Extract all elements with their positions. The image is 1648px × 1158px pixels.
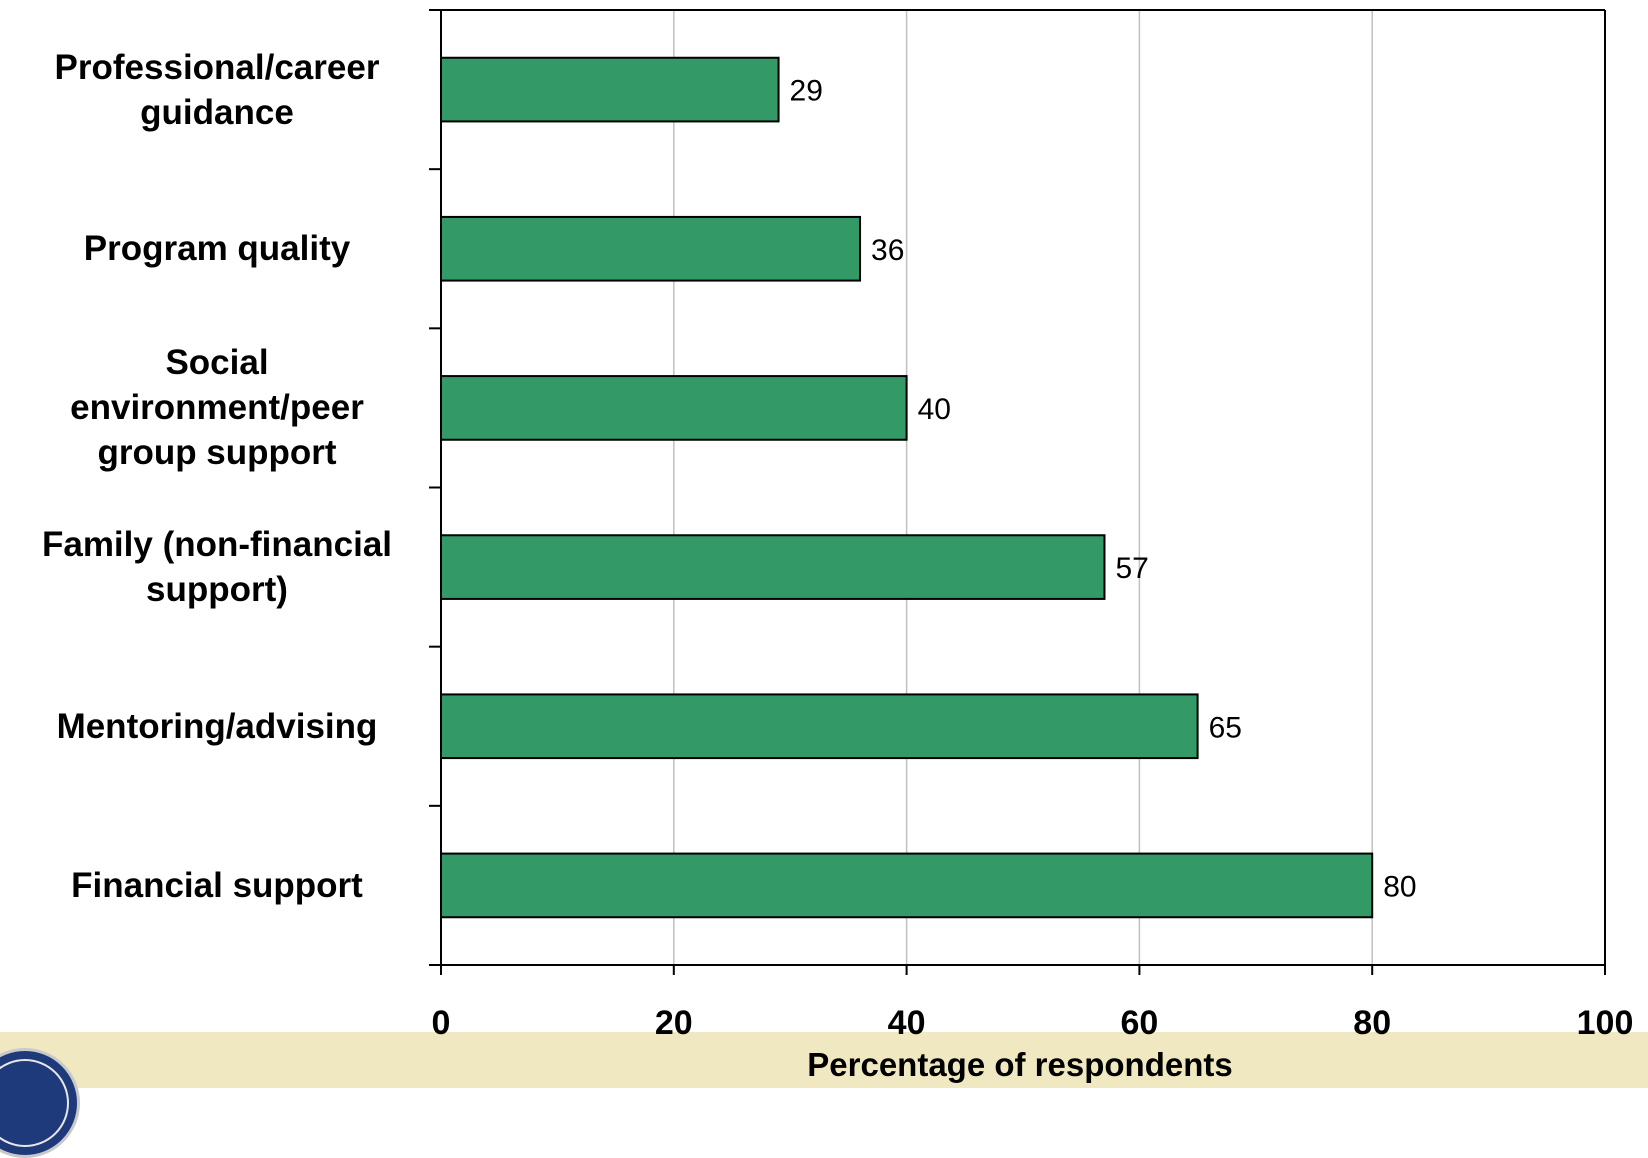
- x-tick-label: 60: [1120, 1004, 1158, 1042]
- bar: [440, 56, 780, 123]
- data-label: 29: [790, 75, 823, 108]
- bar: [440, 693, 1199, 760]
- data-labels: 29 36 40 57 65 80: [790, 75, 1417, 904]
- axes: [429, 9, 1606, 975]
- y-category-label-line: Professional/career: [54, 47, 380, 87]
- bar: [440, 852, 1374, 919]
- footer-band: [0, 1032, 1648, 1088]
- y-category-label: Professional/career guidance: [12, 45, 422, 135]
- y-category-label: Mentoring/advising: [12, 704, 422, 749]
- data-label: 65: [1209, 711, 1242, 744]
- y-category-label: Program quality: [12, 226, 422, 271]
- data-label: 36: [871, 234, 904, 267]
- data-label: 57: [1115, 552, 1148, 585]
- y-category-label-line: group support: [97, 433, 337, 473]
- x-tick-label: 0: [432, 1004, 451, 1042]
- y-category-label: Family (non-financial support): [12, 522, 422, 612]
- bar: [440, 215, 862, 282]
- x-tick-label: 100: [1577, 1004, 1634, 1042]
- data-label: 40: [918, 393, 951, 426]
- tick-labels: 0 20 40 60 80 100: [432, 1004, 1634, 1042]
- y-category-label-line: environment/peer: [70, 388, 364, 428]
- y-category-label-line: support): [146, 570, 288, 610]
- bars: [440, 56, 1374, 919]
- y-category-label-line: guidance: [140, 92, 294, 132]
- y-category-label-line: Financial support: [71, 865, 363, 905]
- y-category-label-line: Family (non-financial: [41, 525, 393, 565]
- bar: [440, 375, 908, 441]
- data-label: 80: [1383, 870, 1416, 903]
- bar: [440, 534, 1106, 600]
- bar-chart: 29 36 40 57 65 80 0 20 40 60 80 100: [429, 9, 1634, 1042]
- x-tick-label: 40: [888, 1004, 926, 1042]
- y-category-label-line: Mentoring/advising: [56, 706, 378, 746]
- y-category-label: Financial support: [12, 863, 422, 908]
- y-category-label-line: Social: [165, 343, 269, 383]
- y-category-label-line: Program quality: [83, 229, 351, 269]
- x-tick-label: 80: [1353, 1004, 1391, 1042]
- x-axis-label: Percentage of respondents: [807, 1046, 1233, 1083]
- y-category-label: Social environment/peer group support: [12, 340, 422, 475]
- x-tick-label: 20: [655, 1004, 693, 1042]
- gridlines: [673, 10, 1606, 965]
